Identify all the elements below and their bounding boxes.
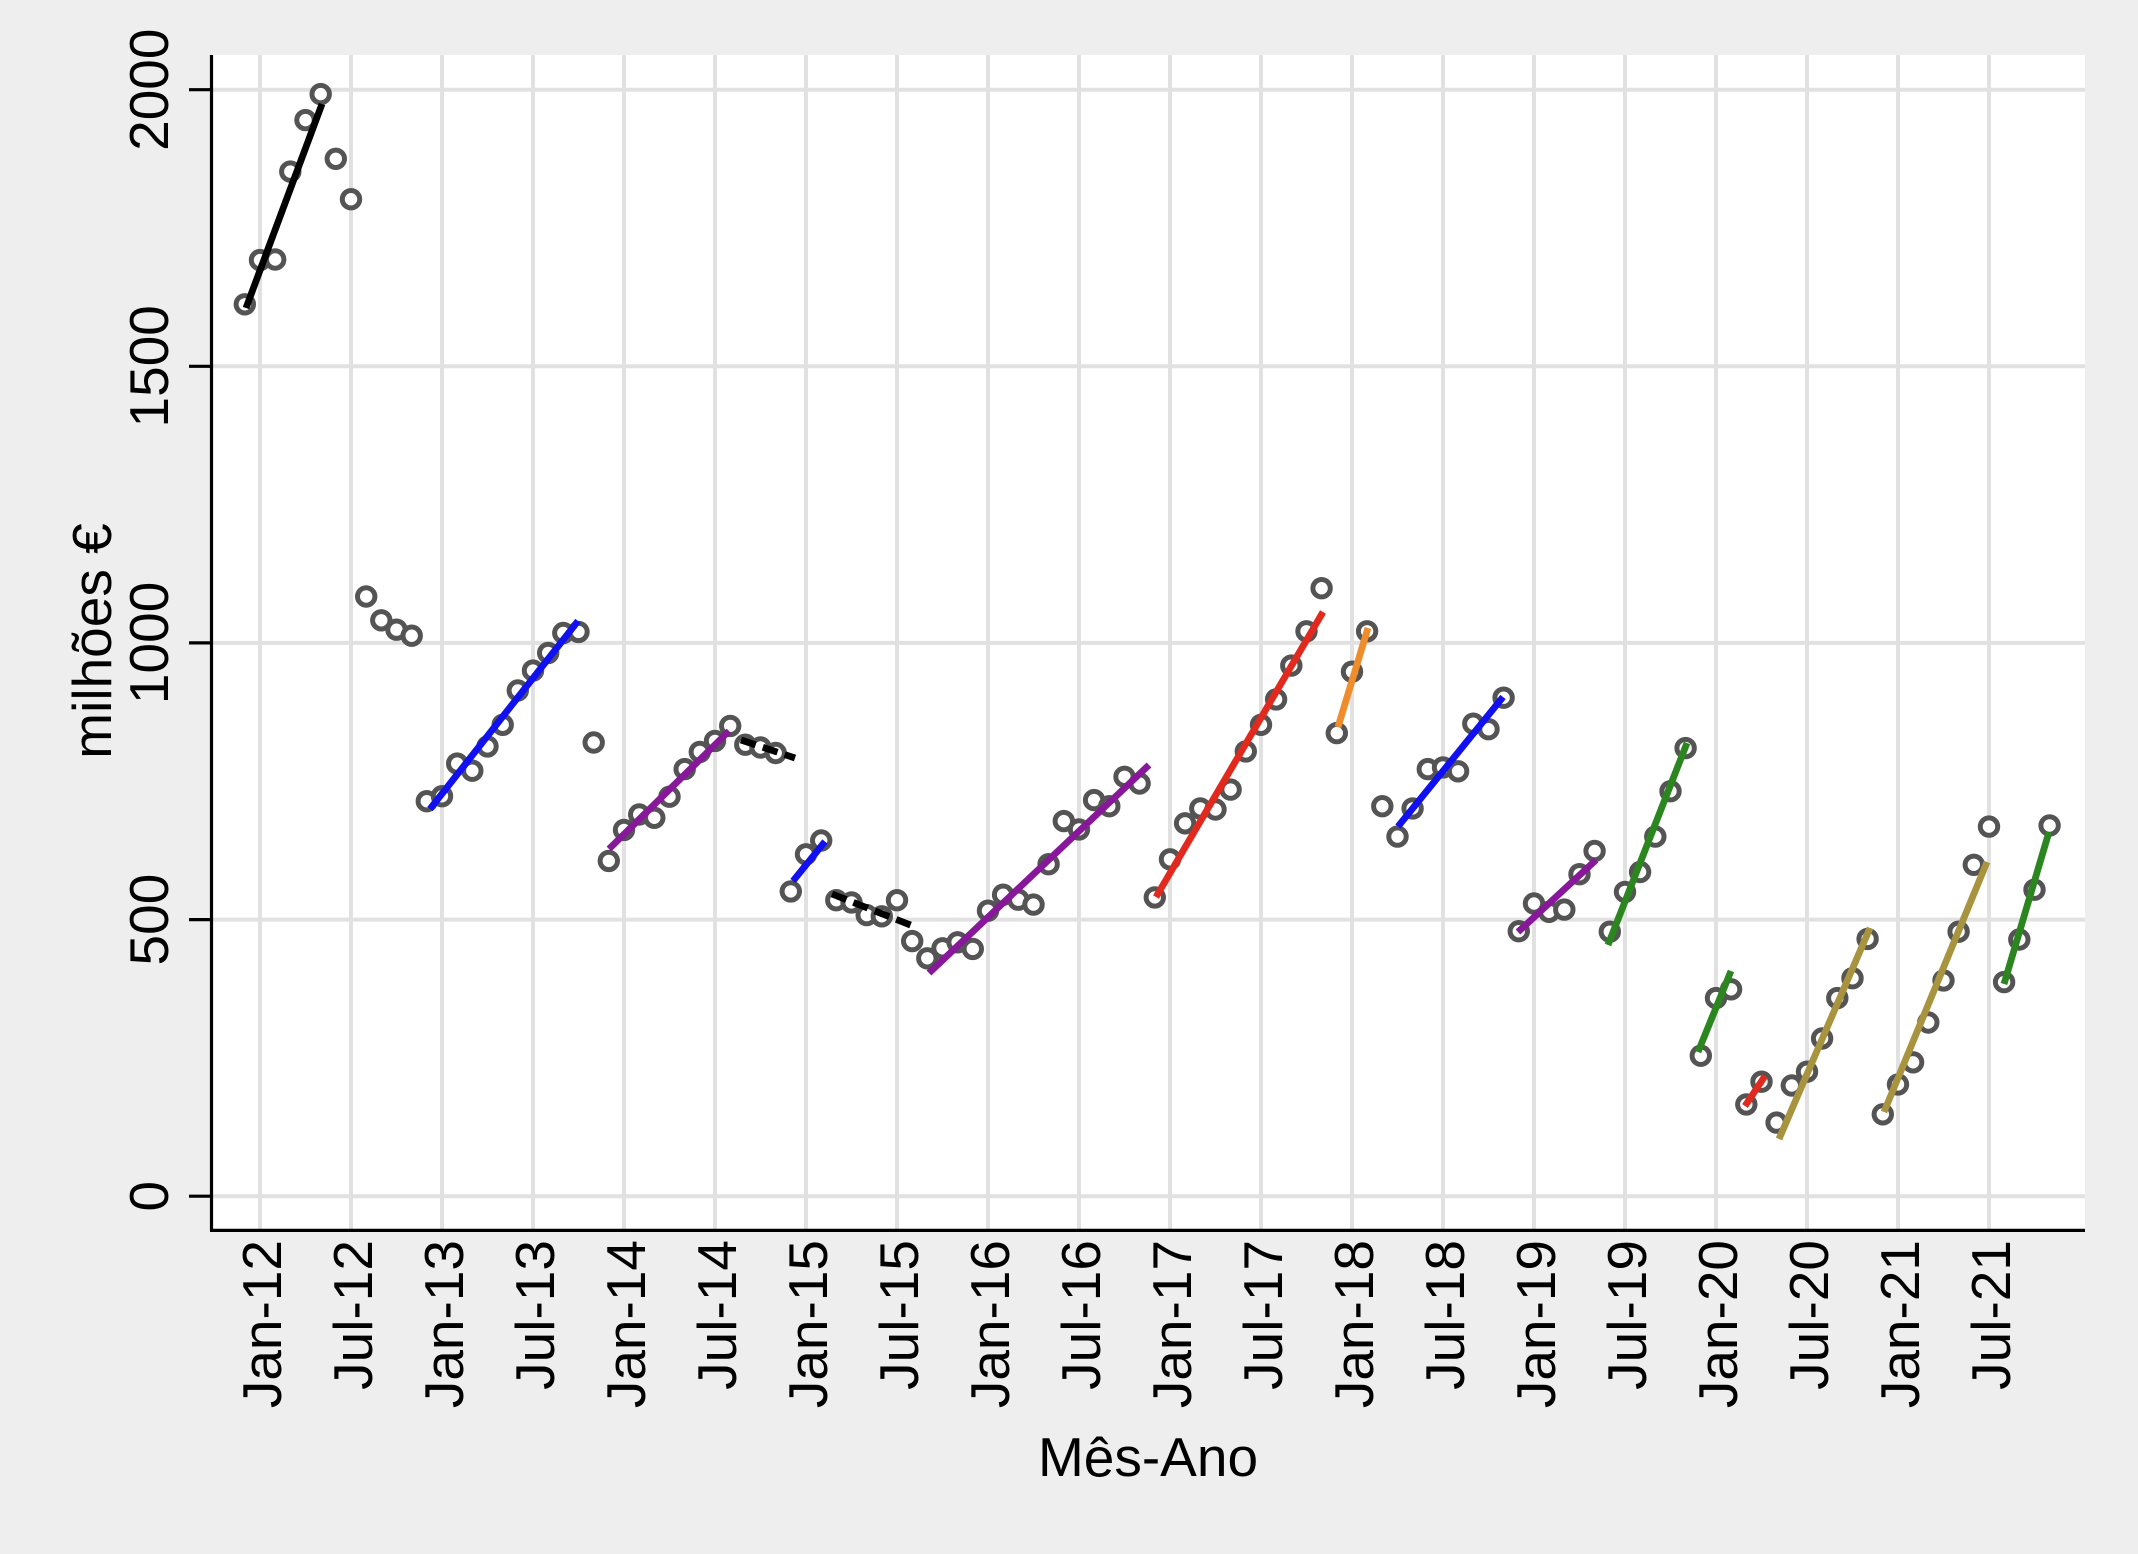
svg-text:Jul-15: Jul-15 <box>868 1240 930 1390</box>
svg-text:1000: 1000 <box>118 582 180 704</box>
svg-text:Jul-18: Jul-18 <box>1414 1240 1476 1390</box>
svg-text:1500: 1500 <box>118 305 180 427</box>
svg-text:Jul-21: Jul-21 <box>1960 1240 2022 1390</box>
svg-text:Mês-Ano: Mês-Ano <box>1038 1426 1258 1488</box>
svg-text:Jan-17: Jan-17 <box>1141 1240 1203 1408</box>
svg-text:Jan-19: Jan-19 <box>1505 1240 1567 1408</box>
svg-text:Jan-14: Jan-14 <box>595 1240 657 1408</box>
svg-text:Jan-16: Jan-16 <box>959 1240 1021 1408</box>
svg-text:Jul-19: Jul-19 <box>1596 1240 1658 1390</box>
svg-text:Jan-15: Jan-15 <box>777 1240 839 1408</box>
svg-text:milhões €: milhões € <box>61 523 123 758</box>
svg-text:Jul-16: Jul-16 <box>1050 1240 1112 1390</box>
svg-text:Jul-17: Jul-17 <box>1232 1240 1294 1390</box>
svg-text:Jul-13: Jul-13 <box>504 1240 566 1390</box>
svg-text:2000: 2000 <box>118 29 180 151</box>
svg-text:500: 500 <box>118 874 180 966</box>
svg-text:Jan-18: Jan-18 <box>1323 1240 1385 1408</box>
svg-text:Jul-12: Jul-12 <box>322 1240 384 1390</box>
svg-text:Jan-13: Jan-13 <box>413 1240 475 1408</box>
svg-text:Jan-20: Jan-20 <box>1687 1240 1749 1408</box>
svg-text:Jul-20: Jul-20 <box>1778 1240 1840 1390</box>
svg-text:0: 0 <box>118 1181 180 1212</box>
svg-text:Jul-14: Jul-14 <box>686 1240 748 1390</box>
svg-text:Jan-12: Jan-12 <box>231 1240 293 1408</box>
svg-text:Jan-21: Jan-21 <box>1869 1240 1931 1408</box>
